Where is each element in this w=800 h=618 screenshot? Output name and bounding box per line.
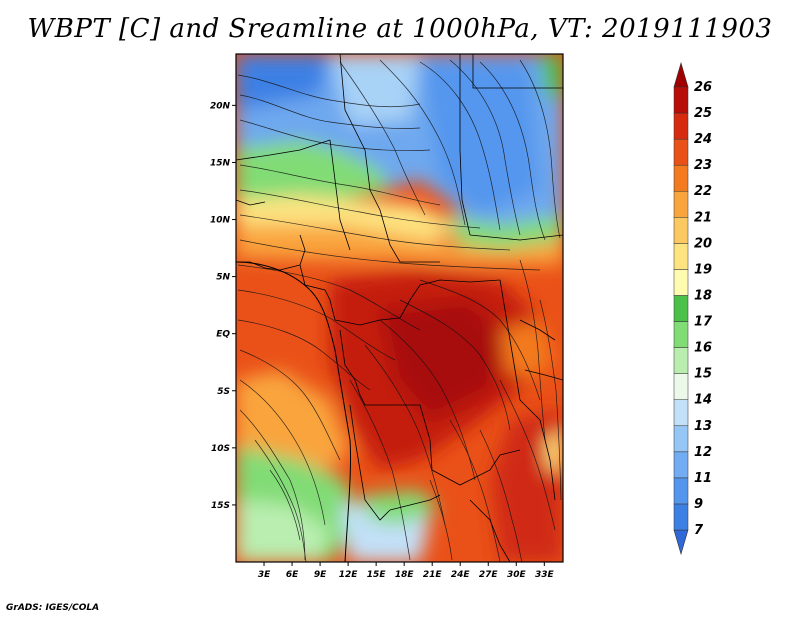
- lat-tick-label: 20N: [210, 101, 231, 111]
- colorbar-bin: [673, 269, 689, 296]
- map-title: WBPT [C] and Sreamline at 1000hPa, VT: 2…: [27, 14, 773, 44]
- colorbar-label: 11: [694, 471, 712, 486]
- colorbar-bin: [673, 321, 689, 348]
- colorbar-bin: [673, 217, 689, 244]
- lat-tick-label: 15N: [210, 158, 231, 168]
- colorbar-bin: [673, 373, 689, 400]
- colorbar-label: 7: [694, 523, 704, 538]
- lon-tick-label: 21E: [423, 570, 443, 580]
- lon-tick-label: 15E: [367, 570, 387, 580]
- lon-tick-label: 33E: [535, 570, 555, 580]
- lat-tick-label: 5N: [216, 273, 230, 283]
- lon-tick-label: 18E: [395, 570, 415, 580]
- colorbar-bin: [673, 425, 689, 453]
- longitude-axis: 3E 6E 9E 12E 15E 18E 21E 24E 27E 30E 33E: [258, 562, 555, 580]
- lat-tick-label: 10S: [211, 444, 230, 454]
- colorbar-label: 18: [694, 288, 712, 303]
- colorbar-min-arrow: [673, 529, 689, 556]
- colorbar-label: 25: [694, 106, 712, 121]
- colorbar-bin: [673, 86, 689, 114]
- lon-tick-label: 27E: [479, 570, 499, 580]
- colorbar-label: 23: [694, 158, 712, 173]
- colorbar-bin: [673, 503, 689, 531]
- colorbar-bin: [673, 112, 689, 140]
- colorbar-bin: [673, 243, 689, 270]
- colorbar-label: 9: [694, 497, 703, 512]
- colorbar-bin: [673, 190, 689, 218]
- map-frame: [235, 53, 564, 563]
- colorbar-bin: [673, 399, 689, 427]
- colorbar-bin: [673, 138, 689, 166]
- lon-tick-label: 24E: [451, 570, 471, 580]
- lat-tick-label: 10N: [210, 216, 231, 226]
- lon-tick-label: 12E: [339, 570, 359, 580]
- colorbar-label: 16: [694, 341, 712, 356]
- colorbar-label: 26: [694, 80, 712, 95]
- grads-credit: GrADS: IGES/COLA: [6, 603, 100, 613]
- colorbar-bin: [673, 164, 689, 192]
- lon-tick-label: 3E: [258, 570, 271, 580]
- colorbar-label: 24: [694, 132, 712, 147]
- wbpt-field: [236, 54, 563, 562]
- colorbar-label: 17: [694, 315, 713, 330]
- colorbar-label: 19: [694, 262, 712, 277]
- colorbar-label: 15: [694, 367, 712, 382]
- lat-tick-label: EQ: [216, 330, 230, 340]
- lon-tick-label: 30E: [507, 570, 527, 580]
- colorbar-label: 20: [694, 236, 712, 251]
- colorbar-max-arrow: [673, 61, 689, 88]
- colorbar-bin: [673, 477, 689, 505]
- colorbar-label: 22: [694, 184, 712, 199]
- colorbar-label: 12: [694, 445, 712, 460]
- colorbar-bin: [673, 451, 689, 479]
- colorbar-label: 21: [694, 210, 712, 225]
- lat-tick-label: 5S: [217, 387, 230, 397]
- lon-tick-label: 6E: [286, 570, 299, 580]
- colorbar-label: 14: [694, 393, 712, 408]
- lon-tick-label: 9E: [314, 570, 327, 580]
- latitude-axis: 20N 15N 10N 5N EQ 5S 10S 15S: [210, 101, 236, 511]
- colorbar-bin: [673, 347, 689, 374]
- colorbar-label: 13: [694, 419, 712, 434]
- colorbar-bin: [673, 295, 689, 322]
- lat-tick-label: 15S: [211, 501, 230, 511]
- colorbar: 7 9 11 12 13 14 15 16 17 18 19 20 21 22 23 24 25 26: [673, 61, 713, 556]
